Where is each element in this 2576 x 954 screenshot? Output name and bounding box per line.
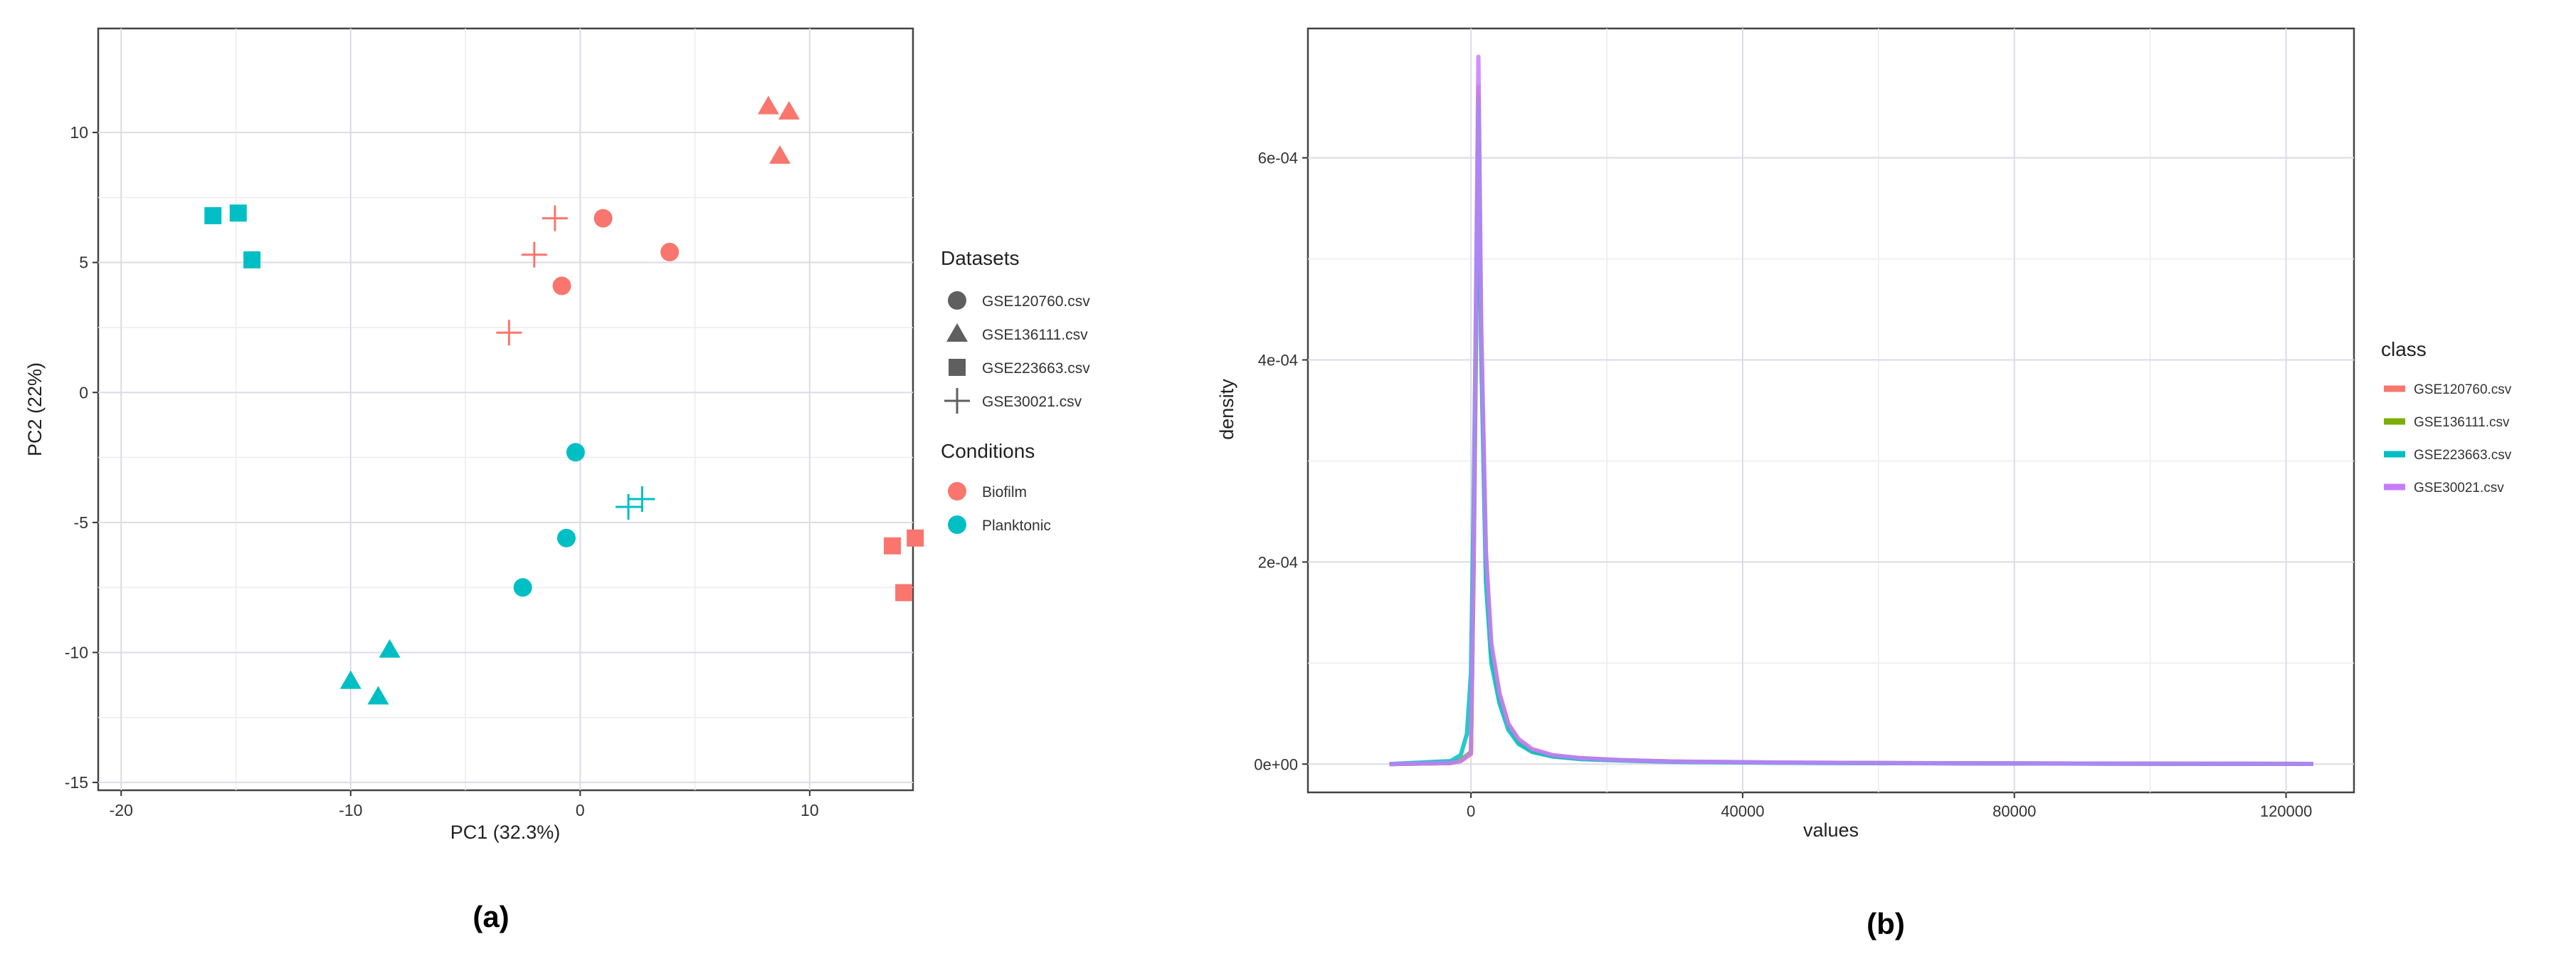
scatter-point-21 [243,251,261,269]
scatter-point-17 [339,670,361,689]
scatter-point-18 [367,686,389,705]
panel-b-x-axis: 0 40000 80000 120000 [1467,792,2312,820]
scatter-point-9 [895,584,913,602]
scatter-point-20 [229,204,247,222]
legend-condition-label: Planktonic [982,518,1051,534]
legend-class-label: GSE223663.csv [2414,448,2512,463]
scatter-point-13 [566,443,585,462]
y-tick-label: -5 [74,513,88,532]
legend-dataset-key-circle [948,291,966,310]
panel-b-legend: class GSE120760.csv GSE136111.csv GSE223663… [2381,338,2512,496]
x-tick-label: 40000 [1721,802,1764,820]
y-tick-label: 6e-04 [1258,150,1298,167]
scatter-point-16 [379,639,401,658]
panel-b-density-plot: 0 40000 80000 120000 0e+00 2e-04 4e-04 6e-04 v… [1216,27,2512,940]
panel-a-legend: Datasets GSE120760.csv GSE136111.csv GSE223… [941,247,1090,534]
legend-dataset-key-triangle [946,323,968,342]
panel-b-x-axis-title: values [1803,819,1859,841]
density-line-GSE30021.csv [1389,54,2313,767]
legend-dataset-label: GSE30021.csv [982,394,1082,410]
scatter-point-14 [556,528,576,547]
x-tick-label: 0 [576,801,585,819]
scatter-point-8 [907,529,924,547]
y-tick-label: -10 [65,643,88,661]
panel-a-pca-scatter: -20 -10 0 10 -15 -10 -5 0 5 10 PC1 (32.3%) PC2 (… [24,27,1090,933]
legend-dataset-label: GSE120760.csv [982,293,1090,310]
y-tick-label: 4e-04 [1258,352,1298,369]
legend-dataset-label: GSE223663.csv [982,360,1090,377]
scatter-point-10 [542,205,568,231]
legend-condition-key [948,482,966,500]
panel-a-plot-background [97,27,914,792]
legend-class-title: class [2381,338,2427,360]
legend-condition-label: Biofilm [982,484,1027,500]
legend-dataset-key-square [949,359,966,376]
panel-b-y-axis-title: density [1216,379,1237,440]
panel-b-series-lines [1389,54,2313,767]
panel-b-label: (b) [1867,907,1905,940]
y-tick-label: 0 [79,383,88,402]
y-tick-label: 2e-04 [1258,553,1298,571]
panel-a-points [204,95,924,705]
legend-datasets-title: Datasets [941,247,1020,269]
y-tick-label: 5 [79,253,88,272]
x-tick-label: 10 [801,801,819,819]
scatter-point-3 [552,276,571,295]
y-tick-label: 0e+00 [1254,755,1298,773]
x-tick-label: -20 [110,801,133,819]
x-tick-label: 0 [1467,802,1475,820]
scatter-point-2 [660,243,680,262]
scatter-point-22 [629,486,655,512]
x-tick-label: 120000 [2260,802,2312,820]
scatter-point-6 [769,145,791,164]
legend-dataset-label: GSE136111.csv [982,327,1088,343]
panel-a-y-axis: -15 -10 -5 0 5 10 [65,123,98,792]
x-tick-label: -10 [339,801,362,819]
scatter-point-23 [616,493,642,520]
legend-condition-key [948,515,966,534]
scatter-point-11 [521,241,547,268]
panel-a-gridlines [98,28,913,790]
legend-class-label: GSE136111.csv [2414,415,2510,430]
legend-conditions-title: Conditions [941,440,1035,462]
panel-a-x-axis: -20 -10 0 10 [110,790,819,819]
panel-a-label: (a) [473,900,509,933]
x-tick-label: 80000 [1992,802,2036,820]
legend-dataset-key-plus [944,388,970,414]
panel-b-plot-background [1307,27,2355,794]
scatter-point-15 [513,578,532,597]
scatter-point-12 [496,320,522,346]
scatter-point-5 [778,100,800,120]
panel-b-y-axis: 0e+00 2e-04 4e-04 6e-04 [1254,150,1308,773]
panel-a-x-axis-title: PC1 (32.3%) [450,822,561,843]
panel-a-y-axis-title: PC2 (22%) [24,362,46,456]
scatter-point-4 [757,95,779,115]
y-tick-label: 10 [70,123,88,142]
legend-class-label: GSE120760.csv [2414,382,2512,397]
legend-class-label: GSE30021.csv [2414,481,2504,496]
y-tick-label: -15 [65,773,88,792]
scatter-point-7 [883,537,901,555]
scatter-point-19 [204,206,222,224]
scatter-point-1 [593,209,613,228]
